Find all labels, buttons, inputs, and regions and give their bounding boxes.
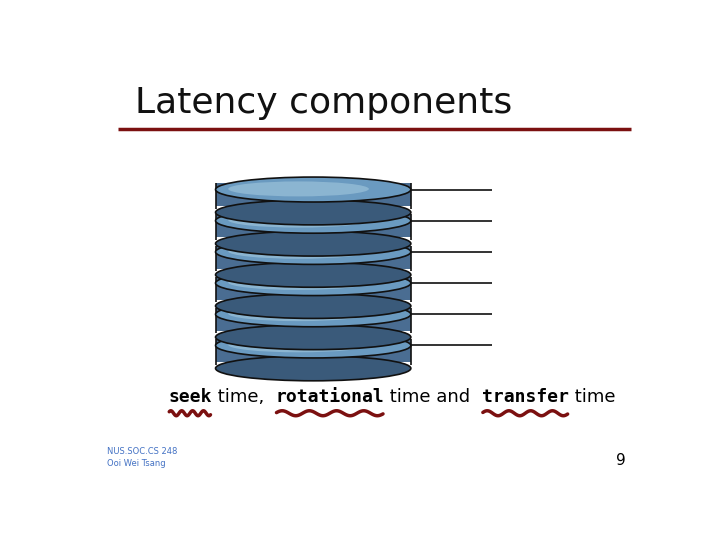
Ellipse shape: [215, 231, 411, 256]
Ellipse shape: [215, 271, 411, 295]
Ellipse shape: [228, 181, 369, 197]
Text: 9: 9: [616, 453, 626, 468]
Text: transfer: transfer: [482, 388, 569, 406]
Ellipse shape: [228, 244, 369, 259]
Ellipse shape: [215, 333, 411, 358]
Ellipse shape: [215, 356, 411, 381]
Ellipse shape: [215, 294, 411, 319]
Ellipse shape: [228, 213, 369, 227]
Text: time: time: [569, 388, 616, 406]
Polygon shape: [215, 214, 411, 238]
Text: seek: seek: [168, 388, 212, 406]
Ellipse shape: [215, 325, 411, 349]
Text: rotational: rotational: [275, 388, 384, 406]
Polygon shape: [215, 246, 411, 268]
Ellipse shape: [215, 302, 411, 327]
Polygon shape: [215, 183, 411, 206]
Text: Latency components: Latency components: [135, 85, 512, 119]
Ellipse shape: [215, 200, 411, 225]
Text: time,: time,: [212, 388, 275, 406]
Text: NUS.SOC.CS 248
Ooi Wei Tsang: NUS.SOC.CS 248 Ooi Wei Tsang: [107, 447, 177, 468]
Ellipse shape: [215, 239, 411, 265]
Ellipse shape: [215, 177, 411, 202]
Polygon shape: [215, 308, 411, 331]
Text: time and: time and: [384, 388, 482, 406]
Ellipse shape: [215, 262, 411, 287]
Polygon shape: [215, 277, 411, 300]
Ellipse shape: [215, 208, 411, 233]
Ellipse shape: [228, 306, 369, 321]
Ellipse shape: [228, 275, 369, 290]
Polygon shape: [215, 339, 411, 362]
Ellipse shape: [228, 338, 369, 352]
